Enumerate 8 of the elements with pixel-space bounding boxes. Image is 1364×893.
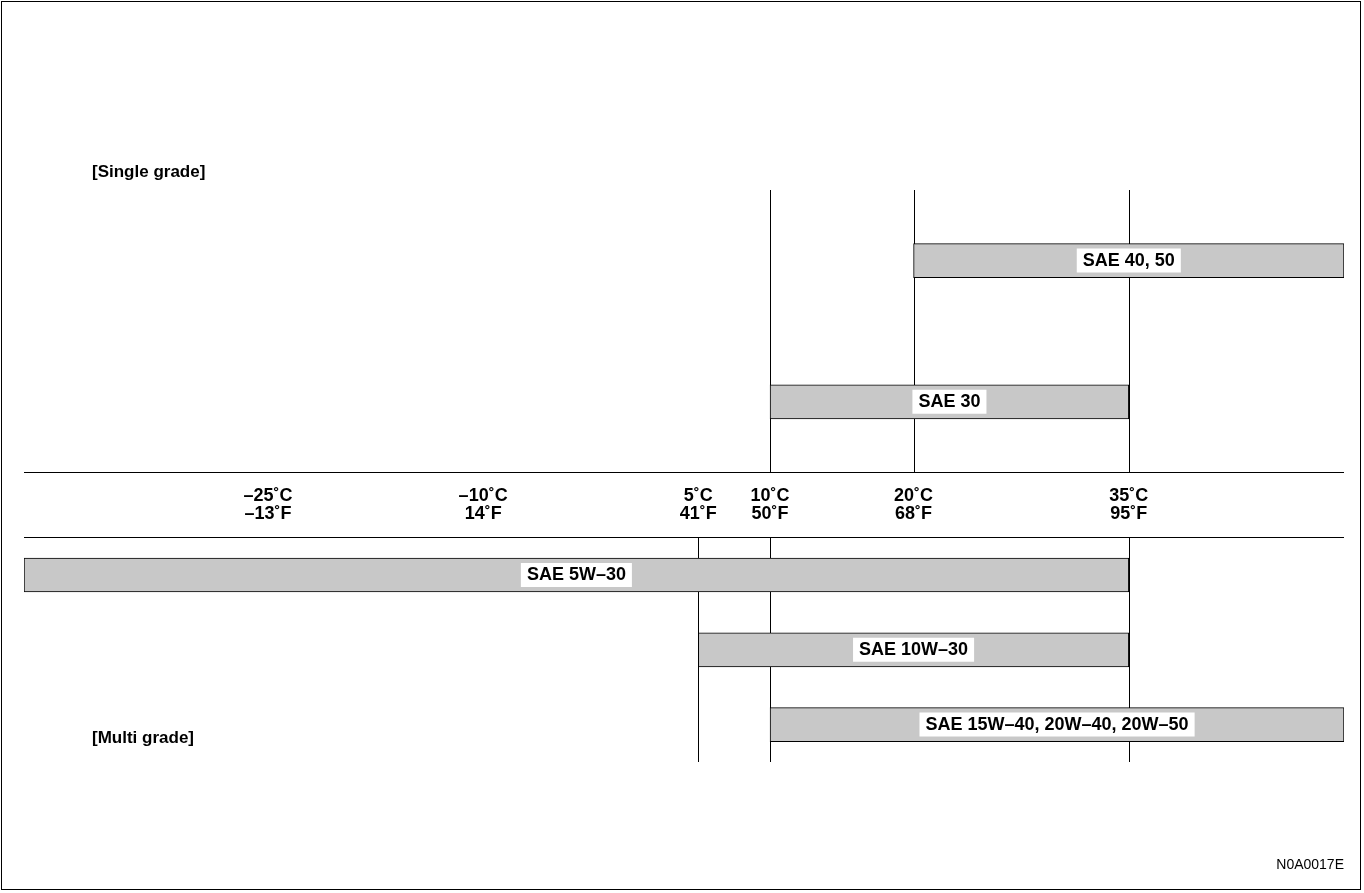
y-tick-label: SAE 10W–30 — [859, 638, 969, 659]
text: N0A0017E — [1276, 856, 1344, 872]
y-tick-label: SAE 15W–40, 20W–40, 20W–50 — [925, 713, 1189, 734]
chart-title: [Single grade] — [92, 162, 206, 182]
text: [Multi grade] — [92, 728, 194, 748]
y-tick-label: SAE 30 — [918, 390, 981, 411]
y-tick-label: SAE 5W–30 — [526, 563, 626, 584]
y-tick-label: SAE 40, 50 — [1082, 249, 1175, 270]
